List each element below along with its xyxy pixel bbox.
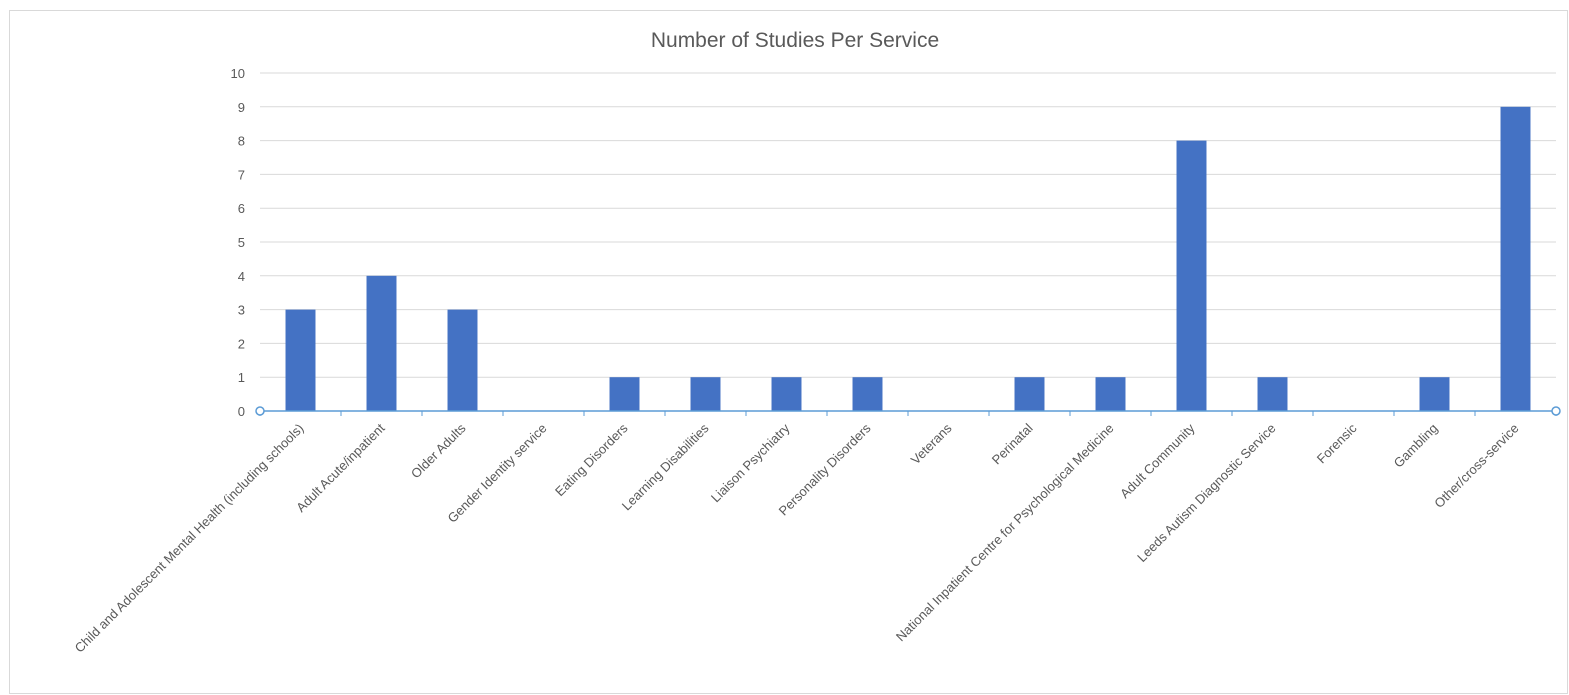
x-axis-labels: Child and Adolescent Mental Health (incl… xyxy=(72,420,1522,655)
bar xyxy=(366,275,397,411)
bar xyxy=(285,309,316,411)
bar xyxy=(1419,377,1450,411)
bar xyxy=(852,377,883,411)
resize-handle[interactable] xyxy=(1551,406,1561,416)
y-tick-label: 3 xyxy=(238,303,245,318)
y-tick-label: 9 xyxy=(238,100,245,115)
y-tick-label: 6 xyxy=(238,201,245,216)
y-axis-ticks: 0 1 2 3 4 5 6 7 8 9 10 xyxy=(231,66,245,419)
bar xyxy=(1014,377,1045,411)
x-tick-label: Child and Adolescent Mental Health (incl… xyxy=(72,421,307,656)
bar xyxy=(771,377,802,411)
bar xyxy=(447,309,478,411)
chart-title: Number of Studies Per Service xyxy=(651,29,939,52)
y-tick-label: 7 xyxy=(238,167,245,182)
x-tick-label: Personality Disorders xyxy=(776,420,874,518)
bar xyxy=(1257,377,1288,411)
x-tick-label: Other/cross-service xyxy=(1431,421,1521,511)
bar xyxy=(1500,106,1531,412)
bars xyxy=(285,106,1531,412)
x-tick-label: Adult Acute/inpatient xyxy=(293,420,388,515)
y-tick-label: 5 xyxy=(238,235,245,250)
x-tick-label: Forensic xyxy=(1314,420,1360,466)
x-tick-label: Veterans xyxy=(908,420,955,467)
x-tick-label: Liaison Psychiatry xyxy=(708,420,793,505)
resize-handle[interactable] xyxy=(255,406,265,416)
bar xyxy=(1095,377,1126,411)
y-tick-label: 10 xyxy=(231,66,245,81)
x-tick-label: Adult Community xyxy=(1117,420,1198,501)
chart-area xyxy=(9,10,1568,694)
x-axis xyxy=(255,406,1561,416)
y-tick-label: 2 xyxy=(238,336,245,351)
x-tick-label: Leeds Autism Diagnostic Service xyxy=(1134,421,1278,565)
bar xyxy=(1176,140,1207,411)
x-tick-label: Gambling xyxy=(1391,421,1441,471)
x-tick-label: Eating Disorders xyxy=(552,420,631,499)
y-tick-label: 4 xyxy=(238,269,245,284)
x-tick-label: Older Adults xyxy=(408,420,469,481)
bar xyxy=(690,377,721,411)
y-tick-label: 8 xyxy=(238,134,245,149)
x-tick-label: Perinatal xyxy=(989,420,1036,467)
x-tick-label: Learning Disabilities xyxy=(619,420,712,513)
bar xyxy=(609,377,640,411)
y-tick-label: 0 xyxy=(238,404,245,419)
y-tick-label: 1 xyxy=(238,370,245,385)
